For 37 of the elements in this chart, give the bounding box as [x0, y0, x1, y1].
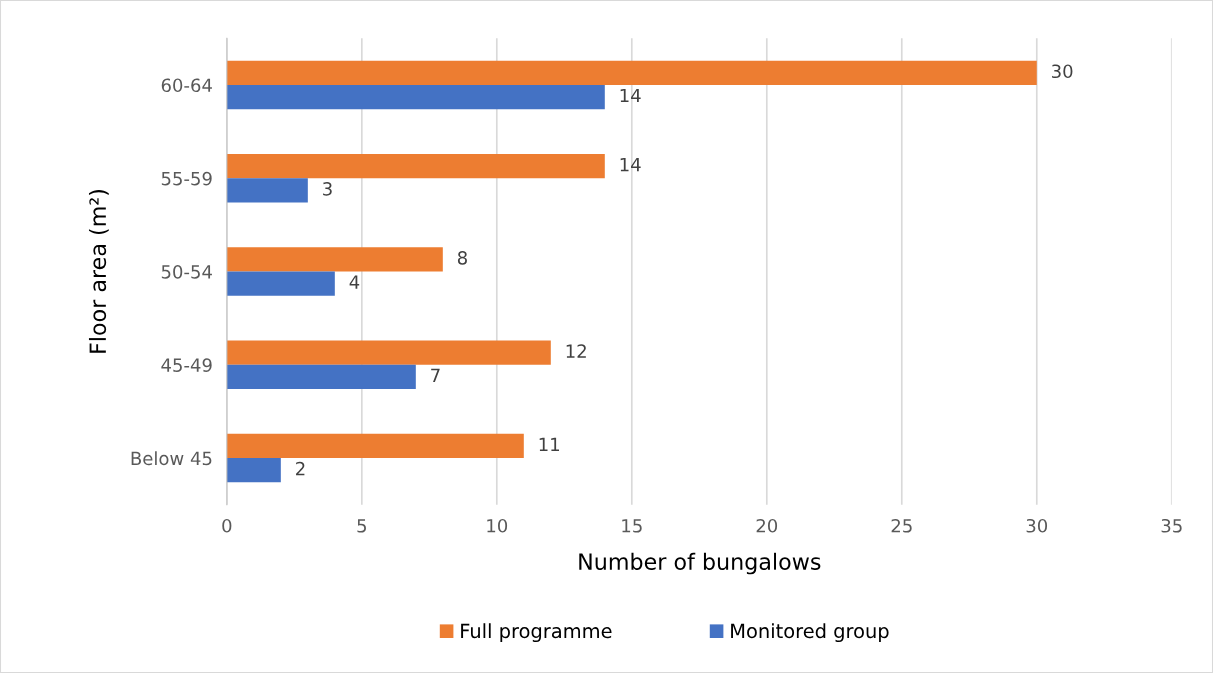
bar — [226, 178, 308, 203]
x-tick-label: 25 — [891, 518, 912, 533]
bar — [226, 60, 1037, 85]
bar — [226, 85, 605, 110]
legend-label: Monitored group — [731, 623, 889, 643]
bar — [226, 433, 524, 459]
data-label: 14 — [620, 88, 641, 103]
x-tick-label: 30 — [1026, 518, 1048, 533]
y-tick-label: 45-49 — [161, 358, 212, 372]
y-axis-title: Floor area (m²) — [88, 190, 109, 353]
data-label: 11 — [539, 437, 560, 451]
y-tick-label: 60-64 — [161, 78, 212, 93]
bar — [226, 247, 443, 272]
data-label: 7 — [431, 368, 440, 382]
bar — [226, 458, 281, 483]
data-label: 4 — [349, 275, 360, 289]
x-tick-label: 0 — [222, 518, 232, 533]
y-tick-label: 50-54 — [161, 265, 212, 279]
x-tick-label: 20 — [756, 518, 778, 533]
x-tick-label: 5 — [357, 519, 366, 533]
data-label: 3 — [323, 181, 332, 196]
data-label: 8 — [457, 251, 467, 265]
x-axis-title: Number of bungalows — [579, 552, 821, 575]
legend-label: Full programme — [461, 623, 612, 643]
y-tick-label: 55-59 — [161, 171, 212, 186]
bar — [226, 154, 605, 179]
bar — [226, 271, 335, 296]
data-label: 30 — [1052, 64, 1073, 79]
bar — [226, 340, 551, 365]
x-tick-label: 15 — [622, 519, 642, 533]
data-label: 14 — [620, 157, 641, 172]
x-tick-label: 35 — [1161, 518, 1182, 533]
data-label: 2 — [296, 461, 305, 476]
y-tick-label: Below 45 — [131, 451, 212, 466]
data-label: 12 — [566, 344, 586, 358]
x-tick-label: 10 — [487, 518, 508, 533]
bar — [226, 364, 416, 390]
